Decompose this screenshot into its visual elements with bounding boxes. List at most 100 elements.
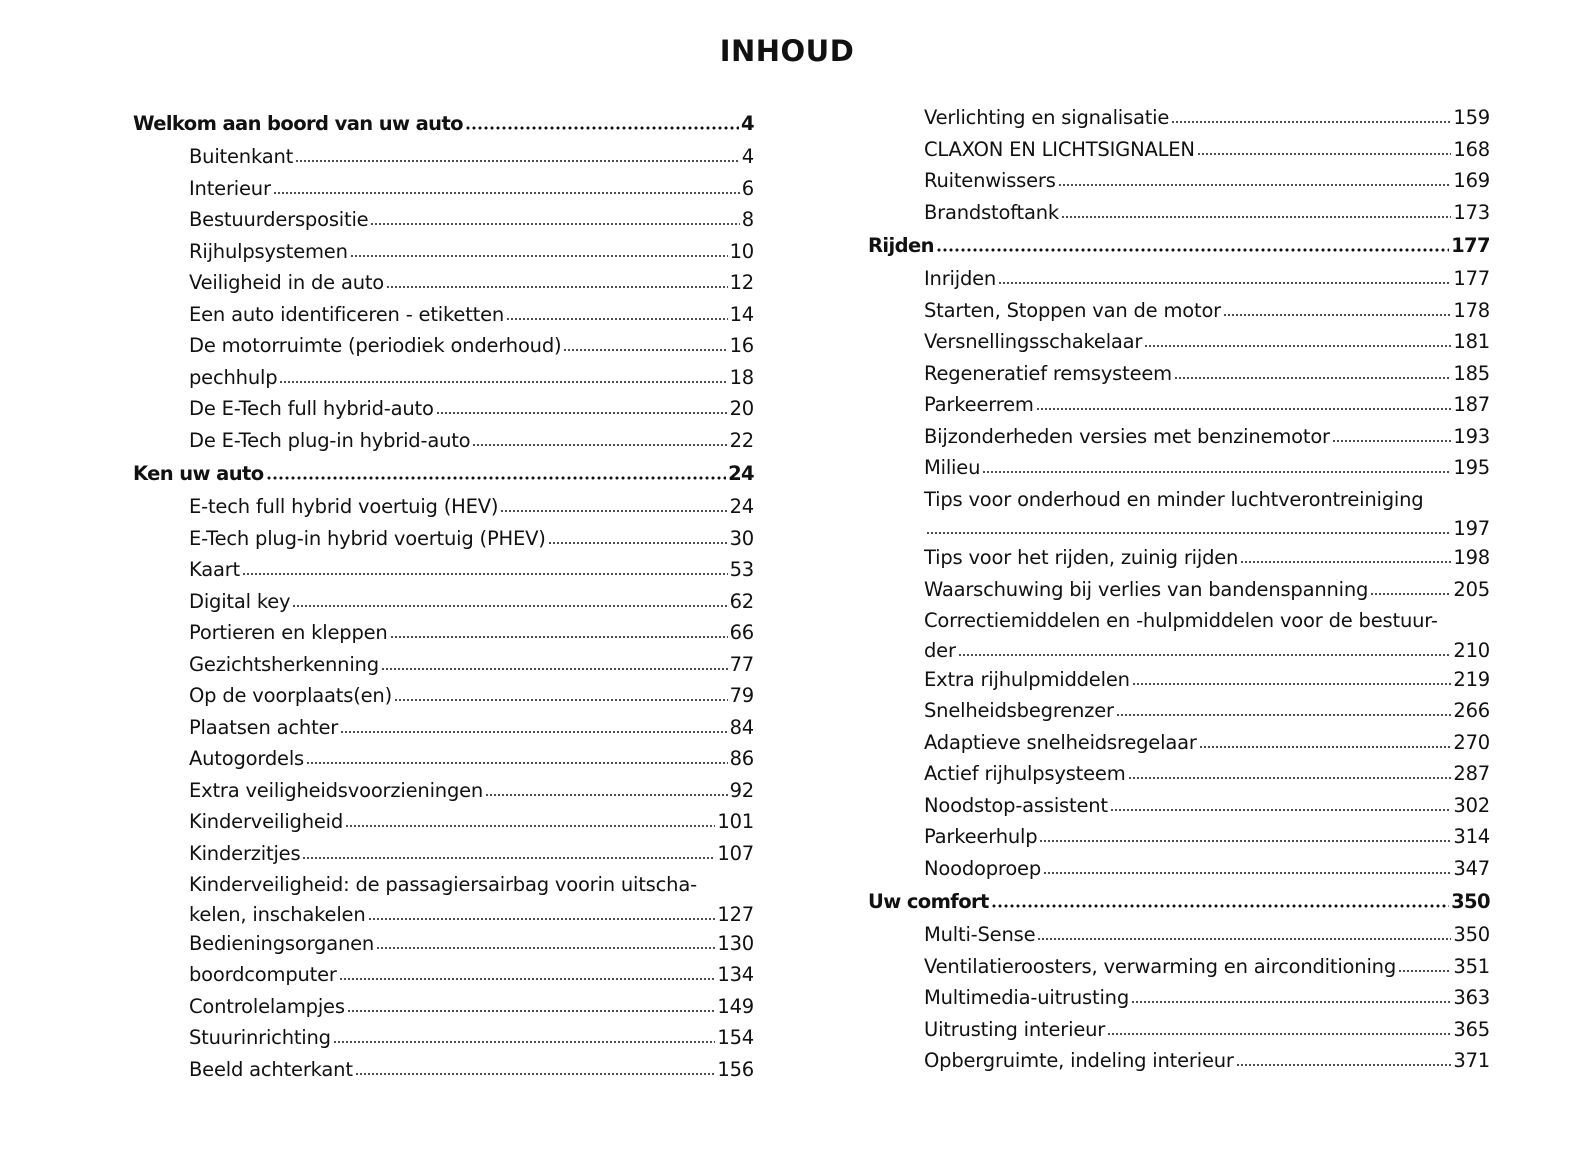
toc-entry[interactable]: Rijhulpsystemen 10 (133, 236, 754, 268)
toc-entry-page-number: 314 (1453, 825, 1490, 848)
toc-section-heading-page-number: 24 (728, 462, 755, 485)
toc-entry[interactable]: Multi-Sense 350 (868, 919, 1490, 951)
toc-section-heading[interactable]: Ken uw auto 24 (133, 456, 755, 491)
dot-leader (376, 945, 716, 950)
dot-leader (370, 222, 740, 226)
toc-entry-page-number: 350 (1453, 923, 1490, 946)
toc-entry[interactable]: Ruitenwissers 169 (868, 165, 1490, 197)
toc-entry[interactable]: Bestuurderspositie 8 (133, 204, 754, 236)
toc-entry[interactable]: Parkeerrem 187 (868, 389, 1490, 421)
toc-entry-title: Inrijden (924, 267, 997, 290)
toc-entry[interactable]: Beeld achterkant 156 (133, 1054, 754, 1086)
toc-entry[interactable]: Stuurinrichting 154 (133, 1022, 754, 1054)
toc-entry[interactable]: Controlelampjes 149 (133, 991, 754, 1023)
toc-entry-continuation[interactable]: 197 (868, 515, 1490, 542)
toc-entry[interactable]: Ventilatieroosters, verwarming en aircon… (868, 951, 1490, 983)
toc-entry[interactable]: De E-Tech plug-in hybrid-auto 22 (133, 425, 754, 457)
toc-entry[interactable]: Plaatsen achter 84 (133, 712, 754, 744)
dot-leader (472, 442, 728, 447)
page-title: INHOUD (719, 34, 855, 68)
toc-entry-page-number: 14 (729, 302, 755, 326)
toc-section-heading-page-number: 177 (1451, 234, 1491, 257)
toc-entry[interactable]: De E-Tech full hybrid-auto 20 (133, 393, 754, 425)
toc-entry[interactable]: Waarschuwing bij verlies van bandenspann… (868, 574, 1490, 606)
toc-entry-title: Digital key (189, 589, 291, 613)
toc-entry-continuation[interactable]: kelen, inschakelen 127 (133, 901, 754, 928)
toc-entry[interactable]: Multimedia-uitrusting 363 (868, 982, 1490, 1014)
toc-entry[interactable]: Regeneratief remsysteem 185 (868, 358, 1490, 390)
toc-entry[interactable]: Buitenkant 4 (133, 141, 754, 173)
dot-leader (935, 248, 1450, 252)
toc-entry-title: Extra veiligheidsvoorzieningen (189, 778, 484, 802)
toc-entry[interactable]: Snelheidsbegrenzer 266 (868, 695, 1490, 727)
toc-entry-page-number: 173 (1453, 200, 1490, 224)
toc-entry-title: E-tech full hybrid voertuig (HEV) (189, 495, 499, 518)
toc-entry[interactable]: Tips voor het rijden, zuinig rijden 198 (868, 542, 1490, 574)
dot-leader (1107, 1031, 1452, 1036)
toc-entry[interactable]: Parkeerhulp 314 (868, 821, 1490, 853)
dot-leader (1127, 776, 1452, 780)
toc-section-heading[interactable]: Uw comfort 350 (868, 884, 1491, 919)
toc-entry[interactable]: Bedieningsorganen 130 (133, 928, 754, 960)
toc-entry-page-number: 156 (717, 1057, 754, 1081)
toc-entry-page-number: 149 (717, 994, 754, 1018)
toc-entry[interactable]: Portieren en kleppen 66 (133, 617, 754, 649)
toc-entry[interactable]: Starten, Stoppen van de motor 178 (868, 295, 1490, 327)
toc-entry[interactable]: Autogordels 86 (133, 743, 754, 775)
toc-entry[interactable]: CLAXON EN LICHTSIGNALEN 168 (868, 134, 1490, 166)
dot-leader (1173, 375, 1452, 380)
toc-entry[interactable]: Extra veiligheidsvoorzieningen 92 (133, 775, 754, 807)
dot-leader (349, 253, 728, 258)
toc-entry[interactable]: Kaart 53 (133, 554, 754, 586)
toc-entry[interactable]: Gezichtsherkenning 77 (133, 649, 754, 681)
toc-entry[interactable]: Milieu 195 (868, 452, 1490, 484)
toc-entry[interactable]: Een auto identificeren - etiketten 14 (133, 299, 754, 331)
toc-entry[interactable]: boordcomputer 134 (133, 959, 754, 991)
toc-entry-title: Bijzonderheden versies met benzinemotor (924, 424, 1330, 448)
toc-entry[interactable]: Opbergruimte, indeling interieur 371 (868, 1045, 1490, 1077)
toc-entry[interactable]: Noodoproep 347 (868, 853, 1490, 885)
toc-section-heading[interactable]: Welkom aan boord van uw auto 4 (133, 106, 755, 141)
toc-entry-page-number: 219 (1453, 667, 1490, 691)
toc-entry[interactable]: Inrijden 177 (868, 263, 1490, 295)
toc-entry[interactable]: Interieur 6 (133, 173, 754, 205)
toc-entry[interactable]: Correctiemiddelen en -hulpmiddelen voor … (868, 605, 1490, 637)
toc-entry[interactable]: Adaptieve snelheidsregelaar 270 (868, 727, 1490, 759)
toc-entry[interactable]: E-tech full hybrid voertuig (HEV) 24 (133, 491, 754, 523)
toc-entry[interactable]: Versnellingsschakelaar 181 (868, 326, 1490, 358)
dot-leader (1240, 560, 1452, 564)
toc-entry[interactable]: Noodstop-assistent 302 (868, 790, 1490, 822)
toc-entry-title: De E-Tech full hybrid-auto (189, 397, 434, 420)
toc-entry[interactable]: Kinderveiligheid 101 (133, 806, 754, 838)
toc-entry-page-number: 127 (717, 902, 754, 926)
toc-entry[interactable]: E-Tech plug-in hybrid voertuig (PHEV) 30 (133, 523, 754, 555)
toc-entry[interactable]: Veiligheid in de auto 12 (133, 267, 754, 299)
toc-section-heading[interactable]: Rijden 177 (868, 228, 1491, 263)
toc-entry-title-continuation: kelen, inschakelen (189, 902, 366, 926)
toc-entry[interactable]: Digital key 62 (133, 586, 754, 618)
toc-entry[interactable]: De motorruimte (periodiek onderhoud) 16 (133, 330, 754, 362)
dot-leader (1035, 407, 1452, 411)
toc-entry[interactable]: Kinderveiligheid: de passagiersairbag vo… (133, 869, 754, 901)
toc-entry[interactable]: Extra rijhulpmiddelen 219 (868, 664, 1490, 696)
toc-entry-title: Gezichtsherkenning (189, 652, 379, 676)
dot-leader (1131, 1000, 1452, 1004)
toc-entry-title: Parkeerrem (924, 393, 1034, 416)
toc-entry[interactable]: Brandstoftank 173 (868, 197, 1490, 229)
toc-entry-page-number: 169 (1453, 169, 1490, 192)
toc-entry-page-number: 6 (741, 176, 754, 200)
toc-entry[interactable]: Kinderzitjes 107 (133, 838, 754, 870)
dot-leader (500, 509, 728, 513)
toc-entry[interactable]: Verlichting en signalisatie 159 (868, 102, 1490, 134)
toc-entry[interactable]: Uitrusting interieur 365 (868, 1014, 1490, 1046)
toc-entry[interactable]: pechhulp 18 (133, 362, 754, 394)
toc-entry-title: Kinderzitjes (189, 841, 301, 865)
toc-entry[interactable]: Op de voorplaats(en) 79 (133, 680, 754, 712)
dot-leader (563, 348, 728, 352)
toc-entry[interactable]: Bijzonderheden versies met benzinemotor 1… (868, 421, 1490, 453)
toc-entry-title: Beeld achterkant (189, 1057, 353, 1081)
toc-entry-continuation[interactable]: der 210 (868, 637, 1490, 664)
toc-entry[interactable]: Tips voor onderhoud en minder luchtveron… (868, 484, 1490, 516)
toc-entry[interactable]: Actief rijhulpsysteem 287 (868, 758, 1490, 790)
toc-section-heading-title: Welkom aan boord van uw auto (133, 112, 464, 135)
